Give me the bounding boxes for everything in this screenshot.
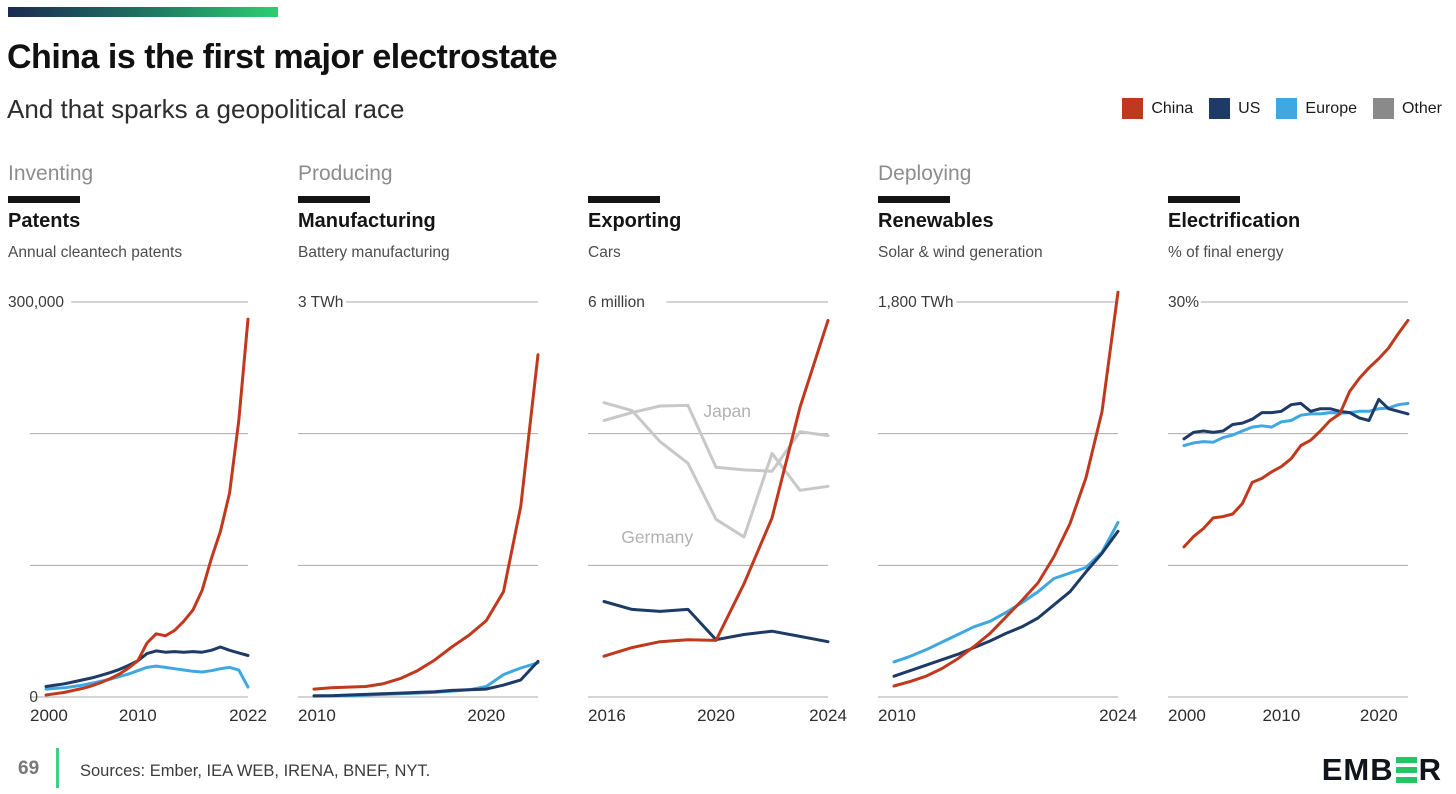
legend-label: China [1151,99,1194,117]
legend-item-us: US [1209,98,1260,119]
panel-subtitle: Battery manufacturing [298,244,450,261]
panel-rule [588,196,660,203]
legend-item-other: Other [1372,98,1442,119]
series-line-europe [892,521,1120,664]
panel-rule [878,196,950,203]
panel-rule [1168,196,1240,203]
series-line-china [892,290,1120,688]
panel-exporting-cars: Exporting Cars 6 million 2016 2020 2024 Japa… [588,160,847,760]
panel-rule [8,196,80,203]
x-tick-label: 2020 [467,706,505,725]
y-axis-max-label: 1,800 TWh [878,294,954,311]
panel-inventing-patents: Inventing Patents Annual cleantech paten… [8,160,267,760]
footer-divider [56,748,59,788]
electrification-chart: 30% 2000 2010 2020 [1168,294,1410,725]
ember-logo-text-left: EMB [1321,752,1394,787]
series-line-us [892,529,1120,678]
series-line-europe [44,664,250,691]
panel-title: Electrification [1168,210,1301,232]
legend-label: US [1238,99,1261,117]
ember-logo: EMB R [1322,752,1442,788]
x-tick-label: 2024 [1099,706,1137,725]
x-tick-label: 2000 [30,706,68,725]
renewables-chart: 1,800 TWh 2010 2024 [878,290,1137,725]
panel-subtitle: Solar & wind generation [878,244,1043,261]
panel-rule [298,196,370,203]
x-tick-label: 2020 [1360,706,1398,725]
series-line-germany [602,401,830,539]
legend-swatch [1209,98,1231,119]
legend-label: Europe [1305,99,1357,117]
legend: China US Europe Other [1122,98,1442,119]
series-line-europe [1182,401,1410,447]
legend-swatch [1276,98,1298,119]
panel-category: Deploying [878,162,972,185]
panel-title: Patents [8,210,81,232]
series-line-china [602,318,830,658]
series-line-china [312,353,540,691]
sources-text: Sources: Ember, IEA WEB, IRENA, BNEF, NY… [80,762,431,780]
annotation-germany: Germany [621,527,693,547]
series-line-us [1182,397,1410,441]
series-line-us [44,645,250,688]
ember-logo-text-right: R [1418,752,1442,787]
brand-gradient-bar [8,7,278,17]
panel-title: Manufacturing [298,210,436,232]
x-tick-label: 2010 [878,706,916,725]
x-tick-label: 2010 [298,706,336,725]
y-axis-max-label: 300,000 [8,294,64,311]
panel-title: Renewables [878,210,994,232]
x-tick-label: 2020 [697,706,735,725]
y-axis-max-label: 3 TWh [298,294,343,311]
series-line-us [602,600,830,644]
x-tick-label: 2022 [229,706,267,725]
page-number: 69 [18,758,40,779]
y-axis-max-label: 6 million [588,294,645,311]
legend-swatch [1122,98,1144,119]
series-line-us [312,659,540,698]
x-tick-label: 2016 [588,706,626,725]
panel-subtitle: Cars [588,244,621,261]
series-line-china [1182,318,1410,549]
annotation-japan: Japan [703,401,751,421]
series-line-china [44,317,250,697]
panel-producing-manufacturing: Producing Manufacturing Battery manufact… [298,160,556,760]
y-axis-max-label: 30% [1168,294,1199,311]
panel-subtitle: Annual cleantech patents [8,244,183,261]
panel-category: Producing [298,162,393,185]
x-tick-label: 2024 [809,706,847,725]
legend-item-china: China [1122,98,1193,119]
car-exports-chart: 6 million 2016 2020 2024 Japan Germany [588,294,847,725]
y-axis-zero-label: 0 [29,689,38,706]
legend-label: Other [1401,99,1442,117]
legend-swatch [1372,98,1394,119]
x-tick-label: 2010 [119,706,157,725]
legend-item-europe: Europe [1276,98,1357,119]
panel-deploying-renewables: Deploying Renewables Solar & wind genera… [878,160,1137,760]
x-tick-label: 2010 [1262,706,1300,725]
x-tick-label: 2000 [1168,706,1206,725]
panel-category: Inventing [8,162,94,185]
manufacturing-chart: 3 TWh 2010 2020 [298,294,540,725]
ember-logo-e-bars [1395,756,1417,784]
panel-electrification: Electrification % of final energy 30% 200… [1168,160,1426,760]
page-subtitle: And that sparks a geopolitical race [7,94,405,124]
panel-subtitle: % of final energy [1168,244,1284,261]
page-title: China is the first major electrostate [7,38,558,76]
panel-title: Exporting [588,210,682,232]
